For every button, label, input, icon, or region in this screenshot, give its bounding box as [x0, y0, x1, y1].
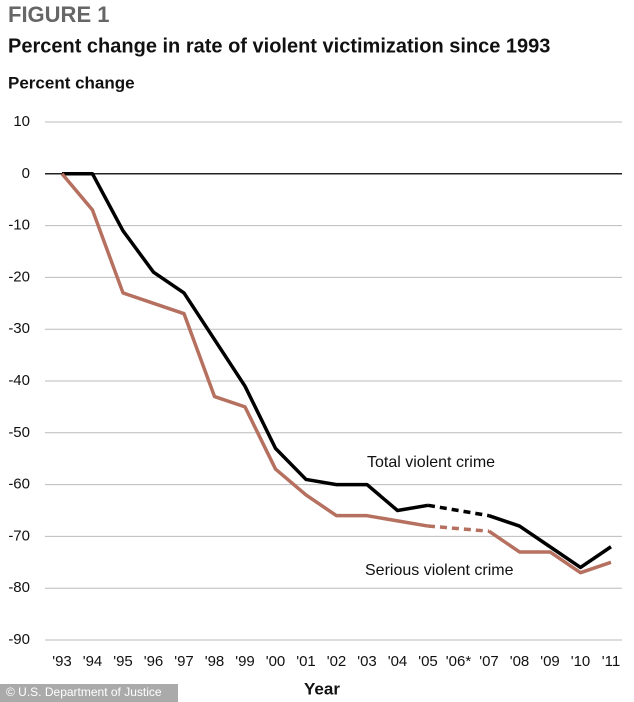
x-tick-label: '10 [571, 653, 591, 670]
series-line [60, 172, 612, 575]
y-axis-label: Percent change [8, 73, 135, 92]
x-tick-label: '11 [602, 653, 620, 670]
x-tick-label: '02 [327, 653, 347, 670]
y-tick-label: -60 [8, 476, 30, 493]
x-tick-label: '09 [540, 653, 560, 670]
x-tick-label: '06* [446, 653, 472, 670]
series-label: Total violent crime [367, 454, 495, 471]
x-tick-label: '03 [357, 653, 377, 670]
x-tick-label: '05 [418, 653, 438, 670]
gap-bridge [427, 524, 490, 533]
x-tick-label: '97 [174, 653, 194, 670]
x-tick-label: '01 [296, 653, 316, 670]
y-tick-label: -70 [8, 527, 30, 544]
source-badge [0, 684, 178, 702]
chart-title: Percent change in rate of violent victim… [8, 35, 550, 57]
x-tick-label: '08 [510, 653, 530, 670]
y-tick-label: -10 [8, 217, 30, 234]
x-axis-label: Year [304, 679, 340, 698]
y-tick-label: -50 [8, 424, 30, 441]
y-tick-label: 10 [13, 113, 30, 130]
gap-bridge [427, 503, 490, 518]
y-tick-label: -30 [8, 320, 30, 337]
source: © U.S. Department of Justice [6, 685, 162, 699]
series-line [62, 172, 612, 570]
y-tick-label: -80 [8, 579, 30, 596]
x-tick-label: '00 [266, 653, 286, 670]
y-tick-label: -90 [8, 631, 30, 648]
x-tick-label: '96 [144, 653, 164, 670]
x-tick-label: '07 [479, 653, 499, 670]
y-tick-label: -20 [8, 268, 30, 285]
y-tick-label: 0 [22, 165, 30, 182]
y-tick-label: -40 [8, 372, 30, 389]
series-label: Serious violent crime [365, 562, 514, 579]
x-tick-label: '04 [388, 653, 408, 670]
x-tick-label: '99 [235, 653, 255, 670]
x-tick-label: '94 [83, 653, 103, 670]
figure-label: FIGURE 1 [8, 2, 109, 27]
x-tick-label: '95 [113, 653, 133, 670]
x-tick-label: '93 [52, 653, 72, 670]
x-tick-label: '98 [205, 653, 225, 670]
